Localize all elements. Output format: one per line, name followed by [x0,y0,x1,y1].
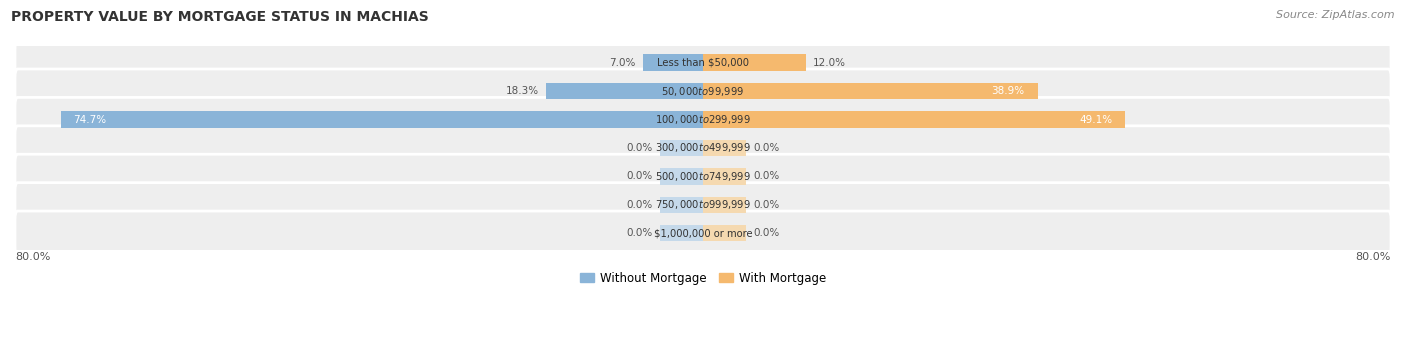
Text: 0.0%: 0.0% [627,143,654,153]
FancyBboxPatch shape [15,126,1391,170]
Legend: Without Mortgage, With Mortgage: Without Mortgage, With Mortgage [575,267,831,290]
Text: $750,000 to $999,999: $750,000 to $999,999 [655,198,751,211]
Text: PROPERTY VALUE BY MORTGAGE STATUS IN MACHIAS: PROPERTY VALUE BY MORTGAGE STATUS IN MAC… [11,10,429,24]
Text: 0.0%: 0.0% [627,228,654,238]
Text: 80.0%: 80.0% [15,252,51,262]
Text: $300,000 to $499,999: $300,000 to $499,999 [655,142,751,154]
Bar [703,140,747,156]
Text: 80.0%: 80.0% [1355,252,1391,262]
Bar [703,111,1125,128]
Text: 18.3%: 18.3% [506,86,538,96]
Bar [546,83,703,99]
FancyBboxPatch shape [15,98,1391,142]
Text: 0.0%: 0.0% [752,172,779,181]
Bar [60,111,703,128]
Bar [659,196,703,213]
Text: $1,000,000 or more: $1,000,000 or more [654,228,752,238]
Text: 49.1%: 49.1% [1080,115,1112,124]
Bar [703,55,806,71]
Text: 0.0%: 0.0% [752,228,779,238]
Bar [703,225,747,241]
Text: 0.0%: 0.0% [752,143,779,153]
Text: Source: ZipAtlas.com: Source: ZipAtlas.com [1277,10,1395,20]
Text: Less than $50,000: Less than $50,000 [657,58,749,68]
FancyBboxPatch shape [15,69,1391,113]
Bar [659,140,703,156]
Text: $50,000 to $99,999: $50,000 to $99,999 [661,85,745,98]
FancyBboxPatch shape [15,211,1391,255]
Text: 12.0%: 12.0% [813,58,846,68]
FancyBboxPatch shape [15,41,1391,85]
Bar [659,225,703,241]
Text: 7.0%: 7.0% [610,58,636,68]
Bar [703,83,1038,99]
Bar [703,196,747,213]
Text: 38.9%: 38.9% [991,86,1025,96]
Bar [643,55,703,71]
Text: $500,000 to $749,999: $500,000 to $749,999 [655,170,751,183]
Text: 0.0%: 0.0% [752,200,779,210]
Bar [703,168,747,184]
Text: 74.7%: 74.7% [73,115,107,124]
Text: 0.0%: 0.0% [627,172,654,181]
FancyBboxPatch shape [15,183,1391,227]
Text: $100,000 to $299,999: $100,000 to $299,999 [655,113,751,126]
Text: 0.0%: 0.0% [627,200,654,210]
Bar [659,168,703,184]
FancyBboxPatch shape [15,154,1391,198]
